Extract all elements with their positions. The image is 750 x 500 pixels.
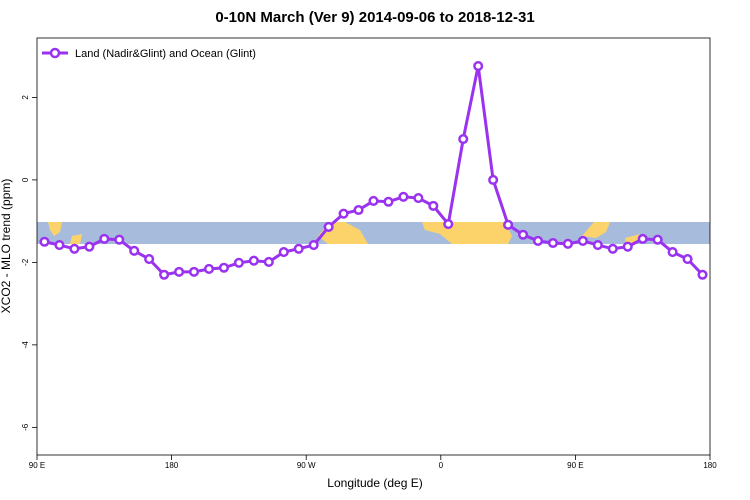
point [69, 243, 80, 254]
y-tick-label: -2 [21, 258, 30, 266]
point [278, 247, 289, 258]
point [592, 240, 603, 251]
x-axis-label: Longitude (deg E) [327, 476, 422, 490]
point [518, 229, 529, 240]
chart-title: 0-10N March (Ver 9) 2014-09-06 to 2018-1… [215, 9, 534, 26]
point [144, 254, 155, 265]
y-tick-label: 0 [21, 177, 30, 182]
map-ocean [37, 222, 710, 244]
point [263, 256, 274, 268]
point [188, 266, 200, 277]
point [308, 240, 319, 251]
legend-marker [49, 47, 61, 59]
point [159, 269, 170, 280]
point [503, 219, 514, 230]
point [667, 247, 678, 258]
point [248, 255, 259, 266]
point [428, 200, 439, 211]
point [293, 243, 304, 254]
point [622, 241, 633, 252]
point [353, 204, 364, 216]
x-tick-label: 0 [439, 461, 444, 470]
point [652, 234, 663, 245]
point [218, 262, 229, 273]
point [637, 233, 648, 244]
point [398, 191, 409, 202]
point [233, 257, 244, 268]
x-tick-label: 180 [703, 461, 717, 470]
point [84, 241, 95, 252]
point [54, 240, 65, 251]
point [99, 233, 110, 244]
y-axis-label: XCO2 - MLO trend (ppm) [0, 179, 13, 314]
x-tick-label: 180 [165, 461, 179, 470]
point [547, 237, 559, 249]
point [473, 60, 484, 72]
legend-label: Land (Nadir&Glint) and Ocean (Glint) [75, 48, 256, 60]
point [697, 269, 708, 280]
plot-frame [36, 37, 711, 456]
point [682, 254, 693, 265]
point [323, 221, 334, 232]
point [39, 236, 50, 247]
point [458, 134, 469, 145]
y-tick-label: -6 [21, 423, 30, 431]
point [577, 235, 588, 246]
legend: Land (Nadir&Glint) and Ocean (Glint) [42, 47, 256, 60]
x-tick-label: 90 E [29, 461, 45, 470]
point [203, 263, 215, 275]
point [443, 218, 454, 230]
point [368, 195, 379, 206]
point [174, 266, 185, 277]
point [532, 235, 544, 246]
point [338, 208, 349, 219]
point [114, 234, 125, 245]
x-tick-label: 90 E [567, 461, 583, 470]
point [488, 174, 499, 185]
point [383, 196, 394, 207]
x-tick-label: 90 W [297, 461, 316, 470]
point [413, 192, 424, 204]
point [607, 243, 618, 254]
point [562, 238, 573, 249]
point [129, 245, 140, 256]
y-tick-label: 2 [21, 95, 30, 100]
y-tick-label: -4 [21, 341, 30, 349]
